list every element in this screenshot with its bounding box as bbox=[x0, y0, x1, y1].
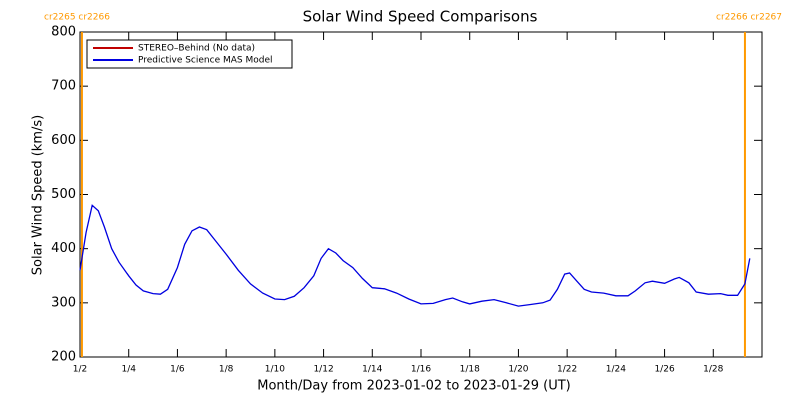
x-tick-label: 1/8 bbox=[219, 365, 234, 375]
legend-box bbox=[86, 39, 293, 69]
x-tick-label: 1/14 bbox=[362, 365, 382, 375]
legend-label: STEREO–Behind (No data) bbox=[138, 44, 255, 54]
x-tick-label: 1/16 bbox=[411, 365, 431, 375]
y-tick-label: 600 bbox=[51, 133, 76, 148]
y-tick-label: 300 bbox=[51, 295, 76, 310]
x-tick-label: 1/4 bbox=[121, 365, 136, 375]
x-tick-label: 1/2 bbox=[73, 365, 87, 375]
x-tick-label: 1/22 bbox=[557, 365, 577, 375]
y-tick-label: 700 bbox=[51, 79, 76, 94]
y-axis-label: Solar Wind Speed (km/s) bbox=[31, 115, 46, 275]
y-tick-label: 800 bbox=[51, 25, 76, 40]
chart-title: Solar Wind Speed Comparisons bbox=[303, 8, 538, 26]
x-tick-label: 1/6 bbox=[170, 365, 185, 375]
x-tick-label: 1/12 bbox=[313, 365, 333, 375]
x-tick-label: 1/24 bbox=[606, 365, 626, 375]
series-line bbox=[79, 204, 751, 307]
x-tick-label: 1/28 bbox=[703, 365, 723, 375]
x-axis-label: Month/Day from 2023-01-02 to 2023-01-29 … bbox=[257, 379, 570, 394]
legend-label: Predictive Science MAS Model bbox=[138, 56, 273, 66]
carrington-label: cr2265 cr2266 bbox=[44, 13, 110, 23]
y-tick-label: 200 bbox=[51, 350, 76, 365]
x-tick-label: 1/10 bbox=[265, 365, 285, 375]
x-tick-label: 1/18 bbox=[460, 365, 480, 375]
y-tick-label: 400 bbox=[51, 241, 76, 256]
x-tick-label: 1/26 bbox=[654, 365, 674, 375]
y-tick-label: 500 bbox=[51, 187, 76, 202]
carrington-label: cr2266 cr2267 bbox=[716, 13, 782, 23]
x-tick-label: 1/20 bbox=[508, 365, 528, 375]
